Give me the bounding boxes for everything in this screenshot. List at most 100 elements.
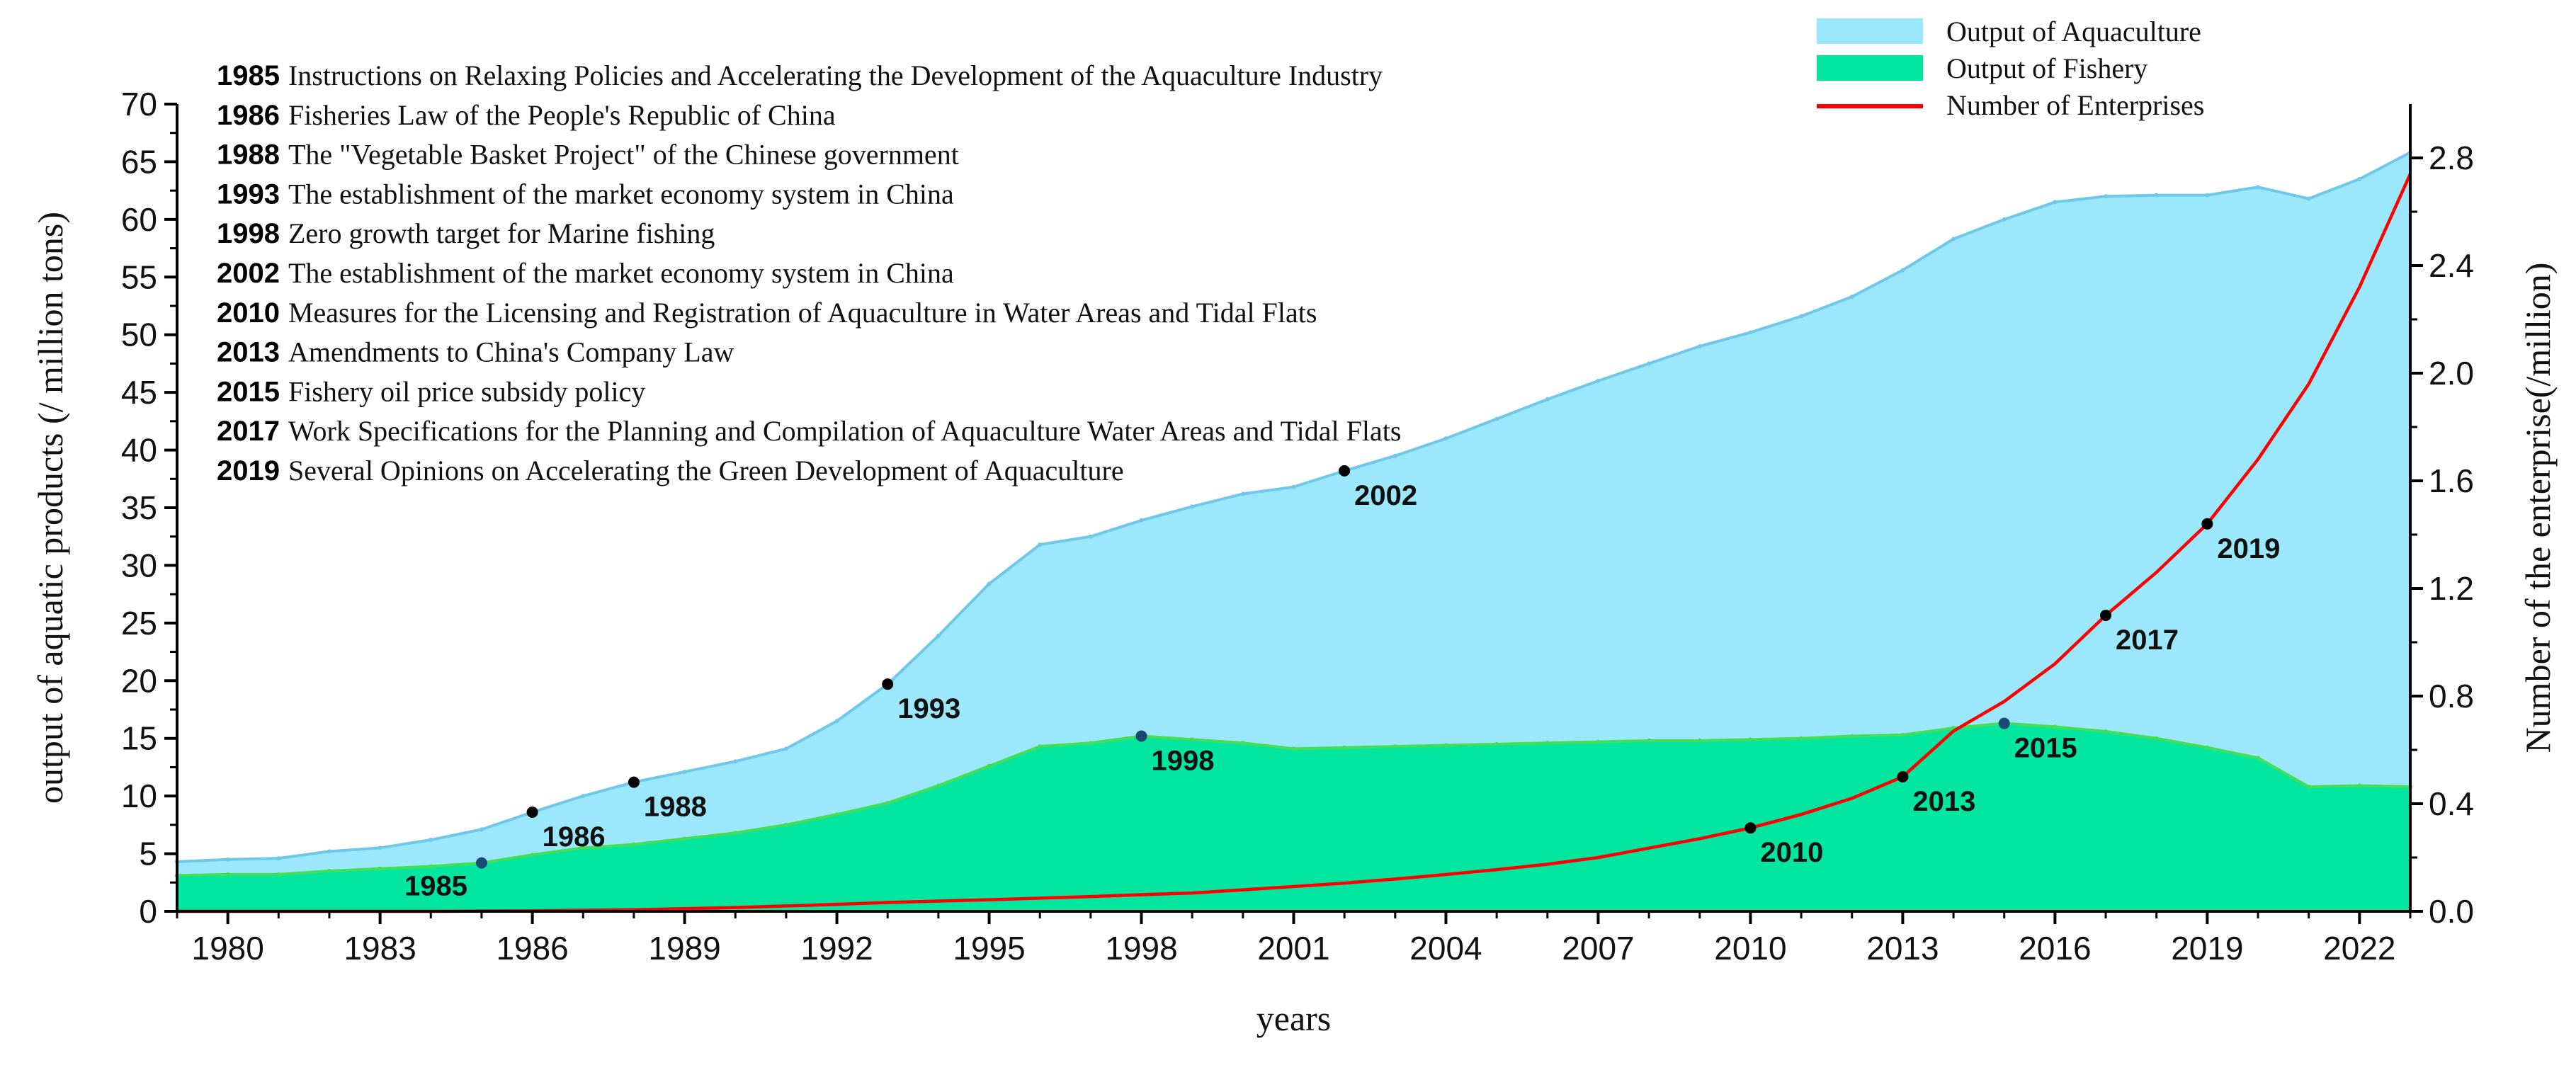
data-point-output-of-fishery <box>936 783 941 788</box>
policy-annotation-1986: 1986 Fisheries Law of the People's Republ… <box>217 99 836 131</box>
y-axis-title: output of aquatic products (/ million to… <box>30 212 70 804</box>
policy-text: The establishment of the market economy … <box>288 257 954 289</box>
policy-year: 1986 <box>217 100 280 131</box>
policy-annotation-1993: 1993 The establishment of the market econ… <box>217 178 954 210</box>
y2-axis-title: Number of the enterprise(/million) <box>2518 263 2558 753</box>
y-tick-label: 40 <box>121 432 157 469</box>
legend-label-output-of-fishery: Output of Fishery <box>1946 52 2147 84</box>
event-marker-label-2002: 2002 <box>1354 480 1417 511</box>
event-marker-label-1993: 1993 <box>897 693 960 724</box>
data-point-output-of-fishery <box>581 845 586 850</box>
legend-label-output-of-aquaculture: Output of Aquaculture <box>1946 16 2201 47</box>
event-marker-2002 <box>1339 465 1351 477</box>
data-point-output-of-fishery <box>276 872 281 877</box>
data-point-output-of-fishery <box>2053 724 2058 729</box>
event-marker-label-1998: 1998 <box>1152 745 1215 776</box>
data-point-output-of-aquaculture <box>1545 397 1550 401</box>
policy-year: 2015 <box>217 376 280 407</box>
policy-text: Zero growth target for Marine fishing <box>288 217 715 249</box>
data-point-output-of-fishery <box>1291 746 1296 751</box>
data-point-output-of-aquaculture <box>1647 361 1652 366</box>
y2-tick-label: 0.4 <box>2429 785 2474 822</box>
data-point-output-of-aquaculture <box>2357 176 2362 181</box>
data-point-output-of-aquaculture <box>1240 491 1245 496</box>
data-point-output-of-aquaculture <box>2306 196 2311 201</box>
y2-tick-label: 0.8 <box>2429 678 2474 714</box>
data-point-output-of-aquaculture <box>1443 436 1448 441</box>
event-marker-label-2015: 2015 <box>2014 733 2077 764</box>
y-tick-label: 55 <box>121 258 157 295</box>
data-point-output-of-fishery <box>1900 732 1905 737</box>
policy-year: 1985 <box>217 60 280 91</box>
x-tick-label: 2007 <box>1562 930 1634 967</box>
data-point-output-of-fishery <box>1545 741 1550 746</box>
policy-annotation-2017: 2017 Work Specifications for the Planning… <box>217 415 1401 447</box>
policy-annotation-2013: 2013 Amendments to China's Company Law <box>217 336 734 368</box>
data-point-output-of-fishery <box>987 763 992 768</box>
data-point-output-of-aquaculture <box>1291 484 1296 489</box>
data-point-output-of-aquaculture <box>1494 416 1499 421</box>
data-point-output-of-aquaculture <box>479 827 484 832</box>
data-point-output-of-aquaculture <box>1088 534 1093 539</box>
data-point-output-of-aquaculture <box>429 838 433 843</box>
data-point-output-of-aquaculture <box>733 759 738 764</box>
event-marker-1993 <box>882 678 894 690</box>
data-point-output-of-fishery <box>1596 739 1601 744</box>
x-tick-label: 1986 <box>496 930 568 967</box>
data-point-output-of-fishery <box>2256 756 2261 761</box>
legend: Output of Aquaculture Output of Fishery Nu… <box>1817 16 2204 121</box>
data-point-output-of-fishery <box>783 822 788 827</box>
area-output-of-fishery <box>177 723 2410 911</box>
legend-swatch-output-of-fishery <box>1817 55 1923 81</box>
data-point-output-of-aquaculture <box>276 856 281 861</box>
y-tick-label: 60 <box>121 201 157 238</box>
event-marker-label-2019: 2019 <box>2217 533 2280 564</box>
data-point-output-of-fishery <box>885 800 890 805</box>
policy-annotation-2015: 2015 Fishery oil price subsidy policy <box>217 375 645 407</box>
y-tick-label: 0 <box>139 893 157 930</box>
y-tick-label: 65 <box>121 143 157 180</box>
y2-tick-label: 2.8 <box>2429 139 2474 176</box>
x-tick-label: 1995 <box>953 930 1025 967</box>
data-point-output-of-fishery <box>2205 745 2210 750</box>
y2-tick-label: 2.4 <box>2429 247 2474 284</box>
data-point-output-of-fishery <box>733 831 738 836</box>
data-point-output-of-fishery <box>1748 737 1753 742</box>
policy-text: The establishment of the market economy … <box>288 178 954 210</box>
data-point-output-of-aquaculture <box>2154 193 2159 198</box>
data-point-output-of-aquaculture <box>225 857 230 862</box>
x-tick-label: 1980 <box>191 930 263 967</box>
x-tick-label: 1992 <box>800 930 873 967</box>
y2-tick-label: 2.0 <box>2429 355 2474 392</box>
y-tick-label: 25 <box>121 605 157 642</box>
event-marker-label-2010: 2010 <box>1760 837 1823 868</box>
policy-annotation-2019: 2019 Several Opinions on Accelerating the… <box>217 455 1124 486</box>
x-tick-label: 2001 <box>1257 930 1329 967</box>
data-point-output-of-aquaculture <box>1139 518 1144 523</box>
data-point-output-of-aquaculture <box>1392 453 1397 458</box>
data-point-output-of-aquaculture <box>783 746 788 751</box>
area-series-group <box>175 150 2412 911</box>
data-point-output-of-aquaculture <box>1038 542 1043 547</box>
data-point-output-of-fishery <box>1494 741 1499 746</box>
data-point-output-of-fishery <box>1799 736 1804 741</box>
event-marker-label-1985: 1985 <box>404 871 467 902</box>
policy-text: The "Vegetable Basket Project" of the Ch… <box>288 139 959 171</box>
data-point-output-of-aquaculture <box>682 769 687 774</box>
data-point-output-of-fishery <box>225 872 230 877</box>
data-point-output-of-fishery <box>1088 741 1093 746</box>
y-tick-label: 15 <box>121 720 157 757</box>
x-tick-label: 2013 <box>1866 930 1939 967</box>
data-point-output-of-fishery <box>682 836 687 841</box>
data-point-output-of-fishery <box>1443 743 1448 748</box>
data-point-output-of-aquaculture <box>2104 194 2109 199</box>
event-marker-1998 <box>1135 730 1147 742</box>
data-point-output-of-fishery <box>1697 738 1702 743</box>
data-point-output-of-aquaculture <box>987 581 992 586</box>
policy-annotation-1985: 1985 Instructions on Relaxing Policies an… <box>217 59 1383 91</box>
policy-year: 2013 <box>217 337 280 368</box>
data-point-output-of-fishery <box>378 866 382 871</box>
data-point-output-of-aquaculture <box>1190 504 1195 509</box>
policy-annotation-list: 1985 Instructions on Relaxing Policies an… <box>217 59 1401 486</box>
